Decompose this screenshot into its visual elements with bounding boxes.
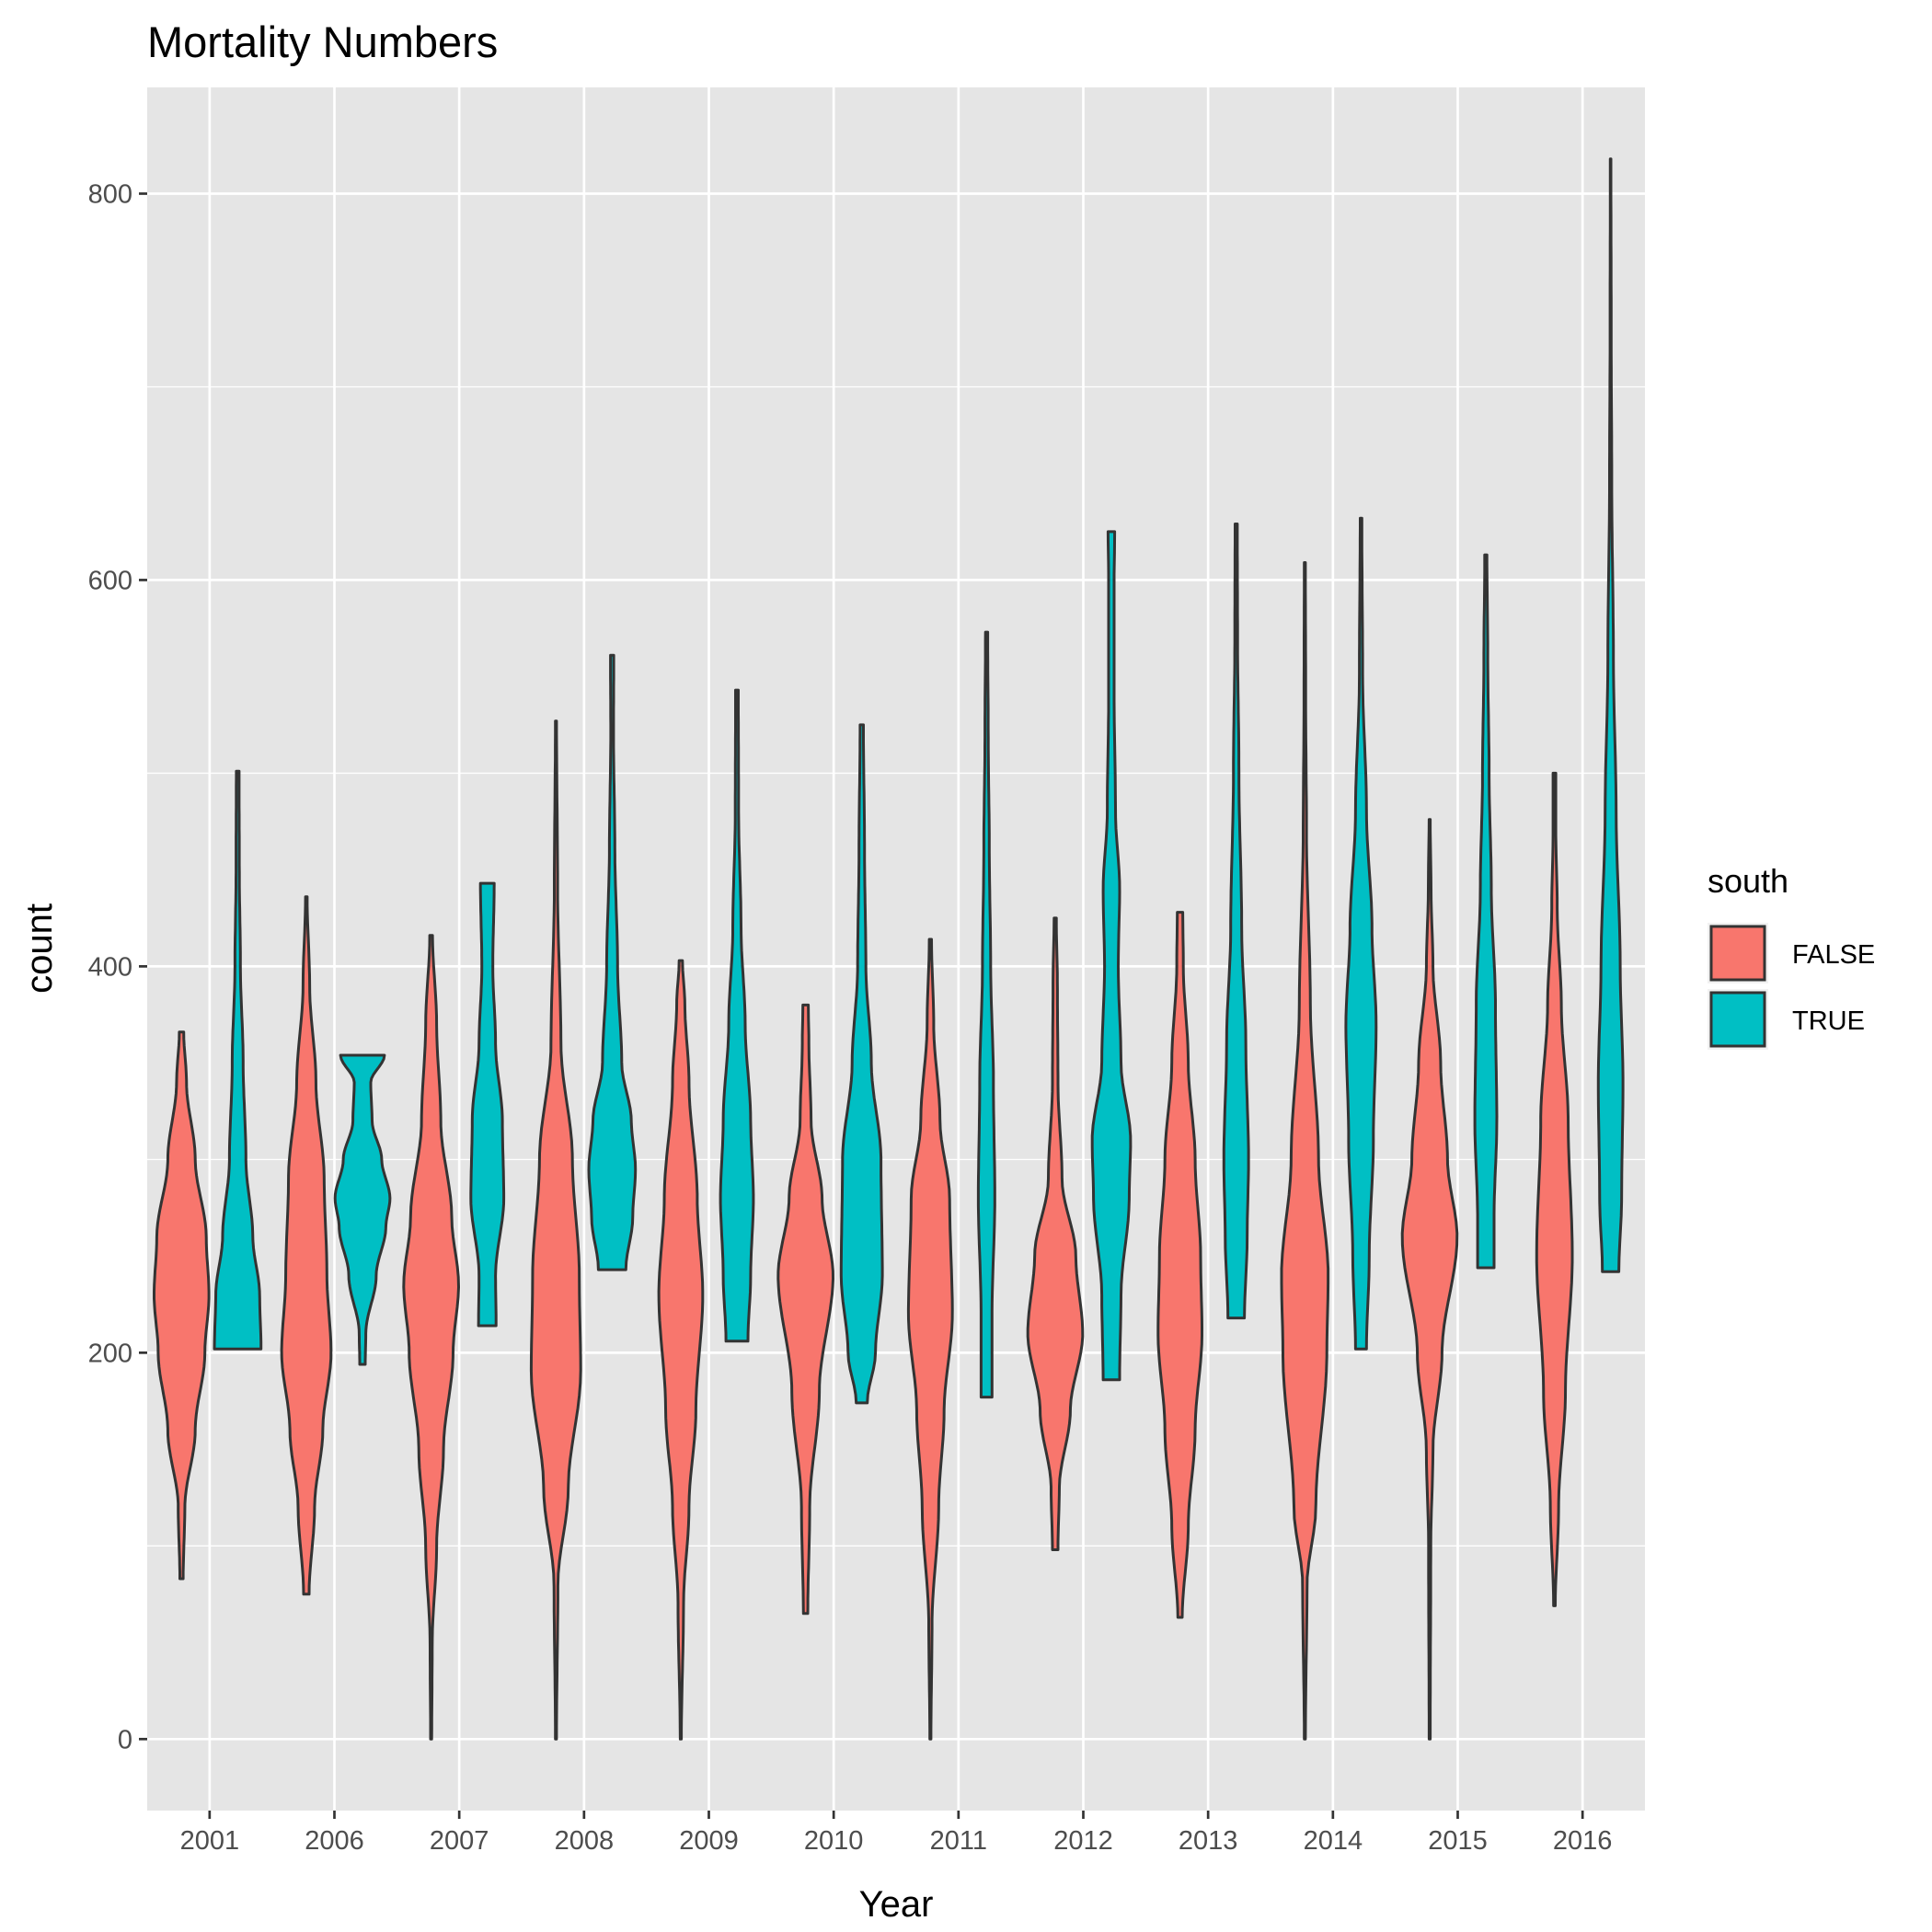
grid-lines bbox=[147, 87, 1645, 1811]
violin-true-2008 bbox=[587, 653, 638, 1271]
violin-true-2006 bbox=[333, 1053, 392, 1366]
violin-true-2011 bbox=[976, 630, 996, 1399]
violin-true-2010 bbox=[839, 723, 884, 1405]
legend-label-false: FALSE bbox=[1792, 940, 1875, 970]
y-tick-label: 200 bbox=[88, 1339, 132, 1368]
violin-false-2010 bbox=[776, 1003, 834, 1616]
violin-true-2014 bbox=[1344, 516, 1378, 1351]
violin-false-2012 bbox=[1026, 916, 1085, 1551]
violin-true-2013 bbox=[1222, 523, 1250, 1320]
violin-false-2006 bbox=[280, 895, 333, 1596]
x-tick-label: 2014 bbox=[1304, 1826, 1363, 1856]
violin-true-2007 bbox=[469, 881, 506, 1328]
y-axis-title: count bbox=[19, 903, 60, 994]
y-axis: 0 200 400 600 800 bbox=[88, 179, 147, 1754]
y-tick-label: 600 bbox=[88, 566, 132, 595]
violin-false-2015 bbox=[1400, 818, 1459, 1741]
legend-label-true: TRUE bbox=[1792, 1006, 1865, 1036]
x-tick-label: 2013 bbox=[1179, 1826, 1238, 1856]
violin-false-2011 bbox=[906, 937, 954, 1741]
x-axis: 2001 2006 2007 2008 2009 2010 2011 2012 2013 2014… bbox=[180, 1811, 1613, 1856]
violin-true-2015 bbox=[1473, 553, 1499, 1270]
violin-true-2001 bbox=[213, 769, 263, 1351]
x-axis-title: Year bbox=[859, 1884, 934, 1925]
legend-title: south bbox=[1708, 862, 1788, 900]
x-tick-label: 2001 bbox=[180, 1826, 240, 1856]
violin-true-2009 bbox=[719, 688, 755, 1343]
violin-false-2001 bbox=[153, 1030, 211, 1581]
x-tick-label: 2015 bbox=[1428, 1826, 1488, 1856]
legend: south FALSE TRUE bbox=[1708, 862, 1875, 1050]
violin-false-2013 bbox=[1156, 911, 1203, 1619]
violin-false-2009 bbox=[657, 959, 705, 1741]
violin-true-2016 bbox=[1596, 157, 1625, 1273]
y-tick-label: 400 bbox=[88, 952, 132, 982]
x-tick-label: 2012 bbox=[1053, 1826, 1113, 1856]
x-tick-label: 2007 bbox=[430, 1826, 489, 1856]
violin-true-2012 bbox=[1090, 530, 1133, 1382]
x-tick-label: 2016 bbox=[1553, 1826, 1613, 1856]
legend-swatch-false bbox=[1709, 925, 1766, 982]
x-tick-label: 2008 bbox=[555, 1826, 615, 1856]
violin-false-2014 bbox=[1280, 561, 1330, 1741]
x-tick-label: 2009 bbox=[679, 1826, 739, 1856]
x-tick-label: 2006 bbox=[305, 1826, 364, 1856]
x-tick-label: 2011 bbox=[930, 1826, 987, 1856]
x-tick-label: 2010 bbox=[804, 1826, 864, 1856]
plot-panel bbox=[147, 87, 1645, 1811]
violin-false-2007 bbox=[402, 934, 460, 1741]
legend-swatch-true bbox=[1709, 991, 1766, 1048]
y-tick-label: 0 bbox=[118, 1725, 132, 1754]
violins-layer bbox=[153, 157, 1625, 1741]
chart-title: Mortality Numbers bbox=[147, 17, 498, 66]
violin-false-2008 bbox=[529, 719, 582, 1741]
violin-false-2016 bbox=[1535, 771, 1574, 1607]
y-tick-label: 800 bbox=[88, 179, 132, 209]
